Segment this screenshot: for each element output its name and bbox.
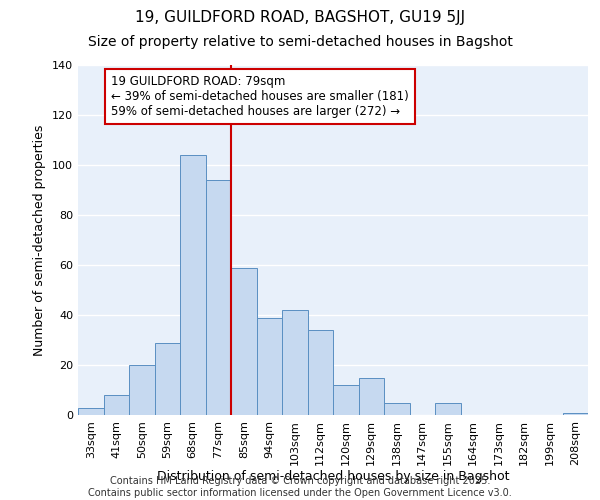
Text: Contains HM Land Registry data © Crown copyright and database right 2025.
Contai: Contains HM Land Registry data © Crown c… <box>88 476 512 498</box>
Bar <box>104 395 129 415</box>
Bar <box>155 342 180 415</box>
Bar <box>257 318 282 415</box>
Bar <box>231 268 257 415</box>
Bar <box>384 402 409 415</box>
Bar <box>205 180 231 415</box>
Bar <box>282 310 308 415</box>
Y-axis label: Number of semi-detached properties: Number of semi-detached properties <box>34 124 46 356</box>
Bar <box>333 385 359 415</box>
Bar <box>563 412 588 415</box>
Text: 19, GUILDFORD ROAD, BAGSHOT, GU19 5JJ: 19, GUILDFORD ROAD, BAGSHOT, GU19 5JJ <box>135 10 465 25</box>
Bar <box>435 402 461 415</box>
Bar <box>308 330 333 415</box>
Bar <box>78 408 104 415</box>
Text: Size of property relative to semi-detached houses in Bagshot: Size of property relative to semi-detach… <box>88 35 512 49</box>
Text: 19 GUILDFORD ROAD: 79sqm
← 39% of semi-detached houses are smaller (181)
59% of : 19 GUILDFORD ROAD: 79sqm ← 39% of semi-d… <box>111 75 409 118</box>
Bar <box>359 378 384 415</box>
Bar <box>180 155 205 415</box>
Bar <box>129 365 155 415</box>
X-axis label: Distribution of semi-detached houses by size in Bagshot: Distribution of semi-detached houses by … <box>157 470 509 484</box>
